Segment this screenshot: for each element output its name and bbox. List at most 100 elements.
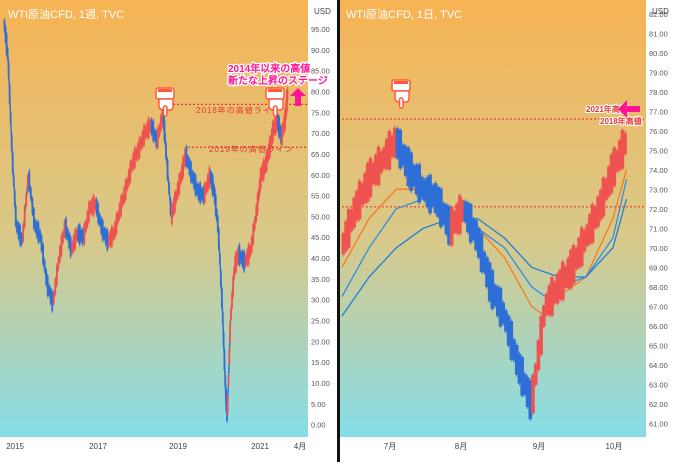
candle-body bbox=[31, 198, 34, 214]
y-tick-label: 77.00 bbox=[649, 107, 668, 116]
candle-body bbox=[182, 156, 184, 178]
candle-body bbox=[264, 156, 267, 173]
x-tick-label: 2019 bbox=[169, 442, 187, 451]
candle-body bbox=[16, 221, 18, 233]
candle-body bbox=[579, 227, 584, 267]
candle-body bbox=[286, 90, 288, 111]
y-tick-label: 67.00 bbox=[649, 302, 668, 311]
candle-body bbox=[115, 213, 118, 234]
y-tick-label: 73.00 bbox=[649, 185, 668, 194]
candle-body bbox=[120, 195, 123, 216]
candle-body bbox=[86, 211, 89, 227]
candle-body bbox=[544, 293, 549, 315]
y-tick-label: 10.00 bbox=[311, 379, 330, 388]
candle-body bbox=[265, 150, 268, 171]
candle-body bbox=[240, 251, 242, 263]
candle-body bbox=[495, 286, 500, 317]
candle-body bbox=[403, 146, 408, 176]
candle-body bbox=[458, 195, 462, 234]
candle-body bbox=[222, 331, 225, 348]
candle-body bbox=[6, 47, 9, 59]
x-tick-label: 10月 bbox=[606, 442, 623, 451]
series-line bbox=[341, 198, 628, 317]
y-tick-label: 74.00 bbox=[649, 166, 668, 175]
candle-body bbox=[387, 130, 392, 170]
annotation-2019-high-line: 2019年の高値ライン bbox=[209, 144, 294, 154]
candle-body bbox=[111, 226, 113, 247]
candle-body bbox=[274, 118, 276, 134]
candle-body bbox=[249, 245, 252, 257]
candle-body bbox=[623, 132, 627, 154]
candle-body bbox=[520, 357, 524, 396]
candle-body bbox=[607, 166, 611, 197]
candle-body bbox=[203, 182, 206, 204]
candle-body bbox=[130, 159, 133, 171]
candle-body bbox=[463, 201, 468, 223]
candle-body bbox=[280, 127, 282, 143]
candle-body bbox=[253, 218, 256, 230]
candle-body bbox=[482, 251, 487, 273]
candle-body bbox=[460, 200, 465, 222]
x-tick-label: 2021 bbox=[251, 442, 269, 451]
y-tick-label: 45.00 bbox=[311, 233, 330, 242]
left-price-axis-bg bbox=[308, 0, 340, 437]
candle-body bbox=[62, 231, 64, 243]
pointing-hand-icon bbox=[391, 79, 411, 109]
candle-body bbox=[574, 247, 579, 270]
y-tick-label: 70.00 bbox=[311, 129, 330, 138]
candle-body bbox=[211, 175, 214, 196]
candle-body bbox=[276, 116, 278, 128]
candle-body bbox=[227, 374, 230, 386]
candle-body bbox=[175, 191, 178, 203]
candle-body bbox=[547, 285, 552, 316]
candle-body bbox=[78, 224, 81, 245]
candle-body bbox=[360, 183, 365, 205]
candle-body bbox=[509, 321, 514, 360]
candle-body bbox=[11, 152, 14, 173]
annotation-new-rising-stage: 新たな上昇のステージ bbox=[228, 74, 328, 87]
candle-body bbox=[166, 159, 169, 180]
candle-body bbox=[196, 183, 199, 195]
x-tick-label: 8月 bbox=[455, 442, 467, 451]
right-price-axis-bg bbox=[646, 0, 684, 437]
candle-body bbox=[609, 154, 614, 193]
candle-body bbox=[244, 255, 247, 267]
candle-body bbox=[137, 143, 139, 160]
candle-body bbox=[147, 117, 150, 138]
candle-body bbox=[210, 173, 213, 189]
candle-body bbox=[267, 144, 270, 160]
candle-body bbox=[69, 236, 72, 257]
candle-body bbox=[188, 159, 191, 175]
candle-body bbox=[28, 170, 31, 192]
candle-body bbox=[144, 126, 147, 138]
candle-body bbox=[121, 194, 124, 206]
candle-body bbox=[97, 203, 100, 224]
y-tick-label: 40.00 bbox=[311, 254, 330, 263]
candle-body bbox=[179, 172, 182, 184]
candle-body bbox=[593, 206, 598, 229]
candle-body bbox=[75, 229, 78, 241]
candle-body bbox=[171, 204, 174, 216]
candle-body bbox=[215, 209, 218, 221]
candle-body bbox=[243, 251, 245, 272]
candle-body bbox=[449, 206, 454, 246]
candle-body bbox=[218, 253, 221, 265]
candle-body bbox=[401, 144, 405, 166]
candle-body bbox=[344, 221, 348, 251]
candle-body bbox=[132, 152, 135, 169]
candle-body bbox=[185, 146, 188, 167]
left-y-unit: USD bbox=[314, 7, 331, 16]
candle-body bbox=[4, 26, 7, 43]
candle-body bbox=[45, 269, 48, 286]
candle-body bbox=[68, 232, 70, 249]
candle-body bbox=[107, 234, 110, 246]
candle-body bbox=[51, 291, 54, 312]
candle-body bbox=[376, 146, 381, 186]
candle-body bbox=[365, 163, 370, 202]
candle-body bbox=[539, 316, 543, 355]
candle-body bbox=[91, 198, 93, 215]
candle-body bbox=[187, 156, 189, 168]
candle-body bbox=[384, 139, 389, 170]
candle-body bbox=[7, 62, 10, 78]
candle-body bbox=[261, 163, 264, 180]
